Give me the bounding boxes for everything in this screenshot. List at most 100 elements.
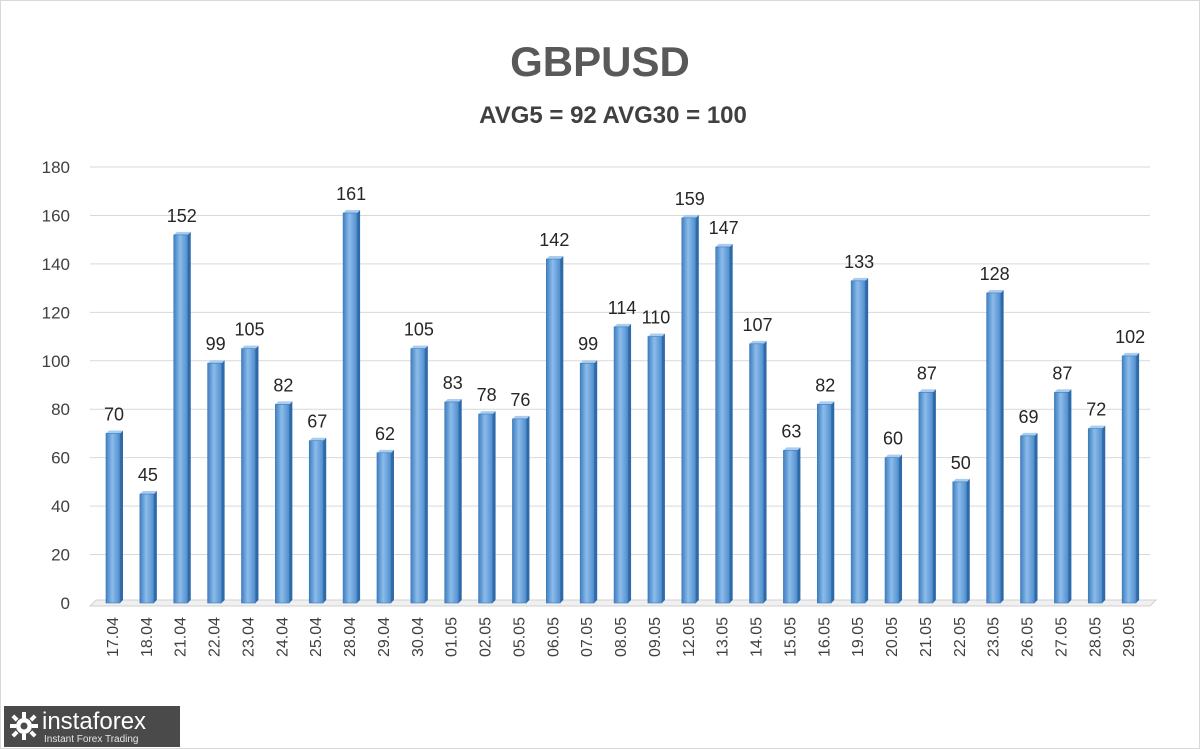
data-label: 87 (917, 363, 937, 383)
bar-top (241, 345, 259, 349)
bar-side (763, 340, 767, 603)
x-tick-label: 21.04 (173, 617, 190, 657)
data-label: 152 (167, 206, 197, 226)
bar-side (1136, 352, 1140, 603)
data-label: 60 (883, 429, 903, 449)
bar-side (526, 415, 530, 603)
bar (749, 343, 764, 604)
data-label: 63 (781, 421, 801, 441)
x-tick-label: 01.05 (444, 617, 461, 657)
bar-side (594, 360, 598, 603)
y-tick-label: 140 (42, 255, 70, 274)
bar-side (661, 333, 665, 603)
data-label: 107 (743, 315, 773, 335)
bar (986, 292, 1001, 604)
x-tick-label: 28.05 (1087, 617, 1104, 657)
x-tick-label: 23.05 (986, 617, 1003, 657)
bar-top (918, 389, 936, 393)
bar (173, 234, 189, 604)
bar-side (729, 243, 733, 603)
bar-top (478, 411, 496, 415)
bar (850, 280, 866, 604)
x-tick-label: 17.04 (105, 617, 122, 657)
data-label: 82 (273, 375, 293, 395)
bar (410, 348, 426, 604)
bar-top (817, 401, 835, 405)
bar-side (1034, 432, 1038, 603)
bar (275, 404, 290, 604)
data-label: 159 (675, 189, 705, 209)
bar-top (715, 243, 733, 247)
bar-side (255, 345, 259, 603)
bar-top (952, 478, 970, 482)
bar-side (628, 323, 632, 603)
x-tick-label: 29.05 (1121, 617, 1138, 657)
y-tick-label: 160 (42, 206, 70, 225)
bar-side (357, 210, 361, 603)
bar-top (106, 430, 123, 434)
bar-side (797, 447, 801, 603)
bar-top (376, 449, 394, 453)
data-label: 72 (1086, 400, 1106, 420)
data-label: 128 (980, 264, 1010, 284)
data-label: 99 (206, 334, 226, 354)
bar (816, 404, 832, 604)
bar (579, 362, 595, 604)
x-tick-label: 15.05 (782, 617, 799, 657)
x-tick-label: 23.04 (240, 617, 257, 657)
data-label: 69 (1019, 407, 1039, 427)
x-tick-label: 20.05 (884, 617, 901, 657)
bar-side (323, 437, 327, 603)
bar-top (275, 401, 293, 405)
bar-top (885, 454, 903, 458)
x-tick-label: 06.05 (545, 617, 562, 657)
bar-top (207, 360, 225, 364)
bar (1087, 428, 1103, 604)
bar (1054, 391, 1069, 604)
y-tick-label: 80 (51, 400, 70, 419)
bar-side (221, 360, 225, 603)
data-label: 133 (844, 252, 874, 272)
logo-tagline: Instant Forex Trading (44, 734, 139, 745)
data-label: 78 (477, 385, 497, 405)
x-tick-label: 02.05 (478, 617, 495, 657)
bar-top (783, 447, 801, 451)
bar (342, 212, 358, 604)
bar-side (831, 401, 835, 603)
bar-side (424, 345, 428, 603)
bar (478, 413, 493, 604)
bar-top (1054, 389, 1072, 393)
bar (512, 418, 527, 604)
bar (1020, 435, 1035, 604)
y-tick-label: 20 (51, 546, 70, 565)
bar-side (899, 454, 903, 603)
bar (207, 362, 222, 604)
bar-side (458, 398, 462, 603)
x-tick-label: 29.04 (376, 617, 393, 657)
bar (783, 450, 798, 604)
bar (444, 401, 460, 604)
data-label: 67 (307, 412, 327, 432)
bar-side (695, 214, 699, 603)
x-tick-label: 16.05 (816, 617, 833, 657)
bar-top (986, 289, 1004, 293)
bar-side (492, 411, 496, 603)
data-label: 147 (709, 218, 739, 238)
bar-top (343, 210, 361, 214)
bar-top (647, 333, 665, 337)
x-tick-label: 21.05 (918, 617, 935, 657)
x-tick-label: 19.05 (850, 617, 867, 657)
bar-side (1102, 425, 1106, 603)
bar-top (309, 437, 327, 441)
bar-side (1068, 389, 1072, 603)
bar-top (512, 415, 530, 419)
data-label: 62 (375, 424, 395, 444)
data-label: 50 (951, 453, 971, 473)
bar (241, 348, 256, 604)
bar-top (614, 323, 632, 327)
x-tick-label: 13.05 (715, 617, 732, 657)
x-tick-label: 12.05 (681, 617, 698, 657)
bar (139, 493, 155, 604)
y-tick-label: 180 (42, 158, 70, 177)
bar (715, 246, 730, 604)
